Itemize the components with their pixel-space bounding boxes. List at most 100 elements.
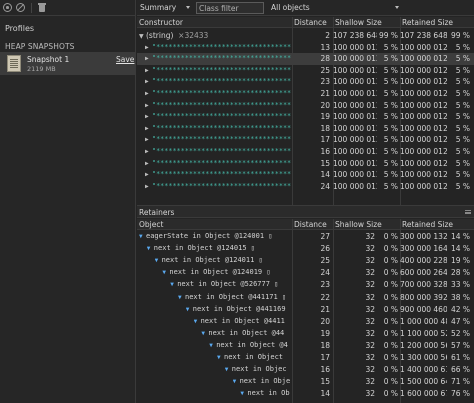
expanded-triangle-icon[interactable]: ▼ — [201, 329, 206, 337]
column-object[interactable]: Object — [139, 220, 164, 229]
collapsed-triangle-icon[interactable]: ▶ — [145, 124, 149, 132]
constructor-row[interactable]: ▶"**************************************… — [137, 42, 474, 54]
collapsed-triangle-icon[interactable]: ▶ — [145, 55, 149, 63]
heap-toolbar: Summary All objects — [137, 0, 474, 16]
shallow-pct-cell: 5 % — [383, 89, 398, 98]
column-distance[interactable]: Distance — [294, 220, 327, 229]
retainer-row[interactable]: ▼ next in Object @124019 ▯ 24 32 0 % 600 000 … — [137, 267, 474, 279]
retainer-row[interactable]: ▼next in Obje 15 32 0 %1 500 000 64071 % — [137, 376, 474, 388]
shallow-pct-cell: 5 % — [383, 181, 398, 191]
snapshot-marker: ▯ — [266, 268, 271, 277]
constructor-row[interactable]: ▶"**************************************… — [137, 111, 474, 123]
retainer-row[interactable]: ▼ next in Object @124011 ▯ 25 32 0 % 400 000 … — [137, 255, 474, 267]
retained-pct-cell: 5 % — [455, 54, 470, 64]
constructor-row[interactable]: ▶"**************************************… — [137, 123, 474, 135]
constructor-row[interactable]: ▶"**************************************… — [137, 88, 474, 100]
expanded-triangle-icon[interactable]: ▼ — [209, 341, 213, 349]
constructor-row[interactable]: ▶"**************************************… — [137, 181, 474, 193]
retained-size-cell: 100 000 012 — [400, 42, 447, 52]
objects-select[interactable]: All objects — [271, 2, 399, 14]
collapsed-triangle-icon[interactable]: ▶ — [145, 90, 149, 97]
snapshot-item[interactable]: Snapshot 1 2119 MB Save — [0, 52, 136, 75]
column-shallow-size[interactable]: Shallow Size — [335, 18, 382, 27]
constructor-row[interactable]: ▶"**************************************… — [137, 158, 474, 170]
collapsed-triangle-icon[interactable]: ▶ — [145, 101, 149, 109]
collapsed-triangle-icon[interactable]: ▶ — [145, 159, 149, 167]
retainer-object-cell: ▼ next in Object @44 — [201, 328, 290, 340]
retained-size-cell: 100 000 012 — [400, 77, 447, 87]
string-value-cell: ▶"************************************** — [145, 76, 291, 88]
distance-cell: 2 — [325, 31, 330, 40]
retained-size-cell: 300 000 164 — [400, 244, 447, 254]
retainer-row[interactable]: ▼ next in Object @441171 ▯ 22 32 0 % 800 000 … — [137, 292, 474, 304]
expanded-triangle-icon[interactable]: ▼ — [224, 366, 229, 374]
constructor-row[interactable]: ▶"**************************************… — [137, 76, 474, 88]
retainers-bar: Retainers — [137, 205, 474, 218]
collapsed-triangle-icon[interactable]: ▶ — [145, 43, 149, 51]
record-icon[interactable] — [3, 3, 12, 12]
distance-cell: 18 — [320, 123, 330, 133]
view-select[interactable]: Summary — [140, 2, 190, 14]
class-filter-input[interactable] — [196, 2, 264, 14]
collapsed-triangle-icon[interactable]: ▶ — [145, 148, 149, 155]
collapsed-triangle-icon[interactable]: ▶ — [145, 182, 149, 190]
retainer-row[interactable]: ▼ next in Object @526777 ▯ 23 32 0 % 700 000 … — [137, 279, 474, 291]
retained-pct-cell: 99 % — [450, 31, 470, 40]
retainer-row[interactable]: ▼next in Object @44 19 32 0 %1 100 000 524… — [137, 328, 474, 340]
column-constructor[interactable]: Constructor — [139, 18, 184, 27]
retainer-row[interactable]: ▼next in Object 17 32 0 %1 300 000 56861 % — [137, 352, 474, 364]
expanded-triangle-icon[interactable]: ▼ — [139, 33, 144, 40]
retainer-row[interactable]: ▼ next in Object @441169 21 32 0 % 900 000 4… — [137, 304, 474, 316]
constructor-group-row[interactable]: ▼ (string) ×32433 2 107 238 648 99 % 107 … — [137, 30, 474, 42]
sidebar-toolbar — [0, 0, 135, 16]
shallow-pct-cell: 5 % — [383, 100, 398, 110]
expanded-triangle-icon[interactable]: ▼ — [193, 317, 198, 325]
constructor-row[interactable]: ▶"**************************************… — [137, 146, 474, 158]
retainer-object-cell: ▼ next in Object @526777 ▯ — [170, 279, 290, 291]
retainer-row[interactable]: ▼ eagerState in Object @124001 ▯ 27 32 0 % 30… — [137, 231, 474, 243]
expanded-triangle-icon[interactable]: ▼ — [217, 354, 221, 361]
retained-size-cell: 600 000 264 — [400, 268, 447, 278]
collapsed-triangle-icon[interactable]: ▶ — [145, 78, 149, 86]
retainer-row[interactable]: ▼ next in Object @124015 ▯ 26 32 0 % 300 000 … — [137, 243, 474, 255]
constructor-row[interactable]: ▶"**************************************… — [137, 65, 474, 77]
resize-handle-icon[interactable] — [465, 210, 471, 214]
retainer-row[interactable]: ▼ next in Object @4411 20 32 0 % 1 000 000 4… — [137, 316, 474, 328]
string-value-cell: ▶"************************************** — [145, 134, 291, 146]
snapshot-size: 2119 MB — [27, 65, 56, 73]
column-retained-size[interactable]: Retained Size — [402, 220, 454, 229]
retained-size-cell: 100 000 012 — [400, 54, 447, 64]
clear-all-profiles-icon[interactable] — [16, 3, 25, 12]
expanded-triangle-icon[interactable]: ▼ — [146, 245, 151, 253]
retainer-row[interactable]: ▼next in Objec 16 32 0 %1 400 000 61266 % — [137, 364, 474, 376]
constructor-row[interactable]: ▶"**************************************… — [137, 169, 474, 181]
shallow-pct-cell: 5 % — [383, 77, 398, 87]
collapsed-triangle-icon[interactable]: ▶ — [145, 171, 149, 179]
retained-pct-cell: 5 % — [455, 123, 470, 133]
string-value-cell: ▶"************************************** — [145, 42, 291, 54]
collapsed-triangle-icon[interactable]: ▶ — [145, 136, 149, 144]
shallow-size-cell: 32 — [365, 377, 375, 387]
expanded-triangle-icon[interactable]: ▼ — [162, 269, 167, 277]
distance-cell: 21 — [320, 304, 330, 314]
constructor-row[interactable]: ▶"**************************************… — [137, 53, 474, 65]
expanded-triangle-icon[interactable]: ▼ — [232, 378, 237, 386]
expanded-triangle-icon[interactable]: ▼ — [240, 390, 245, 398]
column-distance[interactable]: Distance — [294, 18, 327, 27]
retainer-row[interactable]: ▼next in Obj 14 32 0 %1 600 000 67276 % — [137, 388, 474, 400]
expanded-triangle-icon[interactable]: ▼ — [178, 293, 182, 301]
collapsed-triangle-icon[interactable]: ▶ — [145, 66, 149, 74]
constructor-row[interactable]: ▶"**************************************… — [137, 134, 474, 146]
save-snapshot-link[interactable]: Save — [116, 55, 135, 64]
distance-cell: 22 — [320, 292, 330, 302]
constructor-row[interactable]: ▶"**************************************… — [137, 100, 474, 112]
column-shallow-size[interactable]: Shallow Size — [335, 220, 382, 229]
expanded-triangle-icon[interactable]: ▼ — [185, 305, 190, 313]
expanded-triangle-icon[interactable]: ▼ — [170, 281, 174, 289]
expanded-triangle-icon[interactable]: ▼ — [154, 257, 159, 265]
collect-garbage-icon[interactable] — [38, 3, 46, 12]
retainer-row[interactable]: ▼next in Object @4 18 32 0 %1 200 000 5685… — [137, 340, 474, 352]
expanded-triangle-icon[interactable]: ▼ — [139, 233, 143, 240]
collapsed-triangle-icon[interactable]: ▶ — [145, 113, 149, 121]
column-retained-size[interactable]: Retained Size — [402, 18, 454, 27]
